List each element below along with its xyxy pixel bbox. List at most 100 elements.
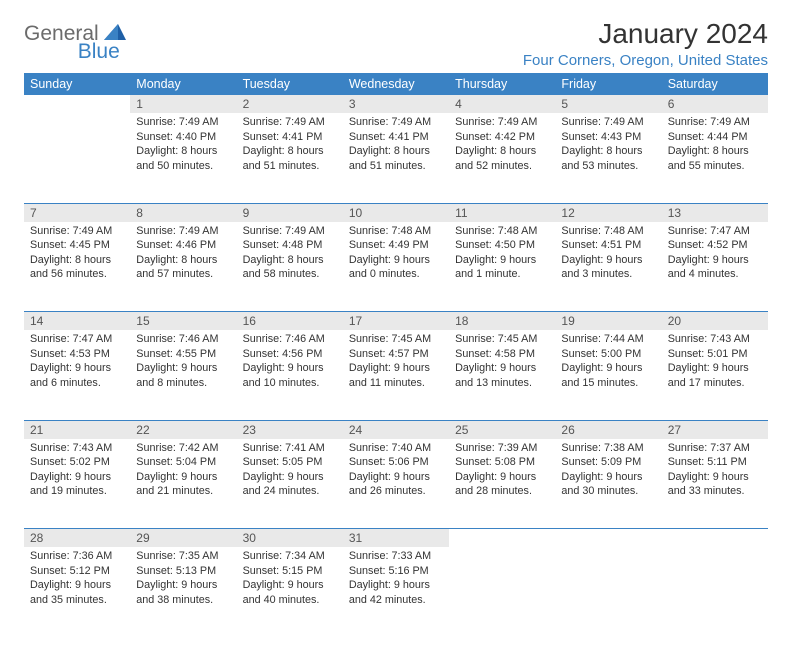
day-ss: Sunset: 5:02 PM bbox=[30, 455, 124, 470]
day-data-cell: Sunrise: 7:46 AMSunset: 4:55 PMDaylight:… bbox=[130, 330, 236, 420]
day-d2: and 35 minutes. bbox=[30, 593, 124, 608]
day-data-cell: Sunrise: 7:49 AMSunset: 4:43 PMDaylight:… bbox=[555, 113, 661, 203]
day-ss: Sunset: 4:51 PM bbox=[561, 238, 655, 253]
day-number-cell: 5 bbox=[555, 95, 661, 113]
day-number-cell: 12 bbox=[555, 203, 661, 222]
day-d2: and 11 minutes. bbox=[349, 376, 443, 391]
day-ss: Sunset: 4:52 PM bbox=[668, 238, 762, 253]
day-data-cell bbox=[662, 547, 768, 637]
day-d1: Daylight: 9 hours bbox=[136, 361, 230, 376]
day-ss: Sunset: 4:44 PM bbox=[668, 130, 762, 145]
day-ss: Sunset: 4:55 PM bbox=[136, 347, 230, 362]
day-number-cell: 9 bbox=[237, 203, 343, 222]
day-d2: and 0 minutes. bbox=[349, 267, 443, 282]
day-number-cell: 10 bbox=[343, 203, 449, 222]
day-ss: Sunset: 5:12 PM bbox=[30, 564, 124, 579]
day-d1: Daylight: 9 hours bbox=[349, 253, 443, 268]
day-data-cell: Sunrise: 7:42 AMSunset: 5:04 PMDaylight:… bbox=[130, 439, 236, 529]
day-d1: Daylight: 8 hours bbox=[561, 144, 655, 159]
day-d2: and 17 minutes. bbox=[668, 376, 762, 391]
day-d1: Daylight: 9 hours bbox=[30, 470, 124, 485]
day-sr: Sunrise: 7:49 AM bbox=[349, 115, 443, 130]
day-d2: and 57 minutes. bbox=[136, 267, 230, 282]
day-number-cell bbox=[555, 529, 661, 548]
calendar-page: General Blue January 2024 Four Corners, … bbox=[0, 0, 792, 647]
day-d2: and 58 minutes. bbox=[243, 267, 337, 282]
day-d2: and 56 minutes. bbox=[30, 267, 124, 282]
day-number-cell bbox=[24, 95, 130, 113]
day-d2: and 6 minutes. bbox=[30, 376, 124, 391]
day-data-row: Sunrise: 7:43 AMSunset: 5:02 PMDaylight:… bbox=[24, 439, 768, 529]
day-ss: Sunset: 4:58 PM bbox=[455, 347, 549, 362]
day-data-cell: Sunrise: 7:49 AMSunset: 4:41 PMDaylight:… bbox=[343, 113, 449, 203]
day-data-cell bbox=[555, 547, 661, 637]
day-number-cell: 28 bbox=[24, 529, 130, 548]
day-number-cell: 23 bbox=[237, 420, 343, 439]
day-number-cell: 21 bbox=[24, 420, 130, 439]
day-d1: Daylight: 9 hours bbox=[561, 470, 655, 485]
day-number-cell: 26 bbox=[555, 420, 661, 439]
day-data-row: Sunrise: 7:47 AMSunset: 4:53 PMDaylight:… bbox=[24, 330, 768, 420]
day-d1: Daylight: 9 hours bbox=[455, 361, 549, 376]
day-data-cell: Sunrise: 7:48 AMSunset: 4:51 PMDaylight:… bbox=[555, 222, 661, 312]
day-d2: and 1 minute. bbox=[455, 267, 549, 282]
day-data-cell: Sunrise: 7:43 AMSunset: 5:02 PMDaylight:… bbox=[24, 439, 130, 529]
day-d1: Daylight: 8 hours bbox=[668, 144, 762, 159]
day-number-cell: 17 bbox=[343, 312, 449, 331]
day-ss: Sunset: 4:53 PM bbox=[30, 347, 124, 362]
day-number-cell: 24 bbox=[343, 420, 449, 439]
day-header: Tuesday bbox=[237, 73, 343, 95]
day-data-cell: Sunrise: 7:45 AMSunset: 4:57 PMDaylight:… bbox=[343, 330, 449, 420]
day-d1: Daylight: 8 hours bbox=[349, 144, 443, 159]
day-number-cell: 16 bbox=[237, 312, 343, 331]
day-d1: Daylight: 9 hours bbox=[561, 361, 655, 376]
day-number-cell: 13 bbox=[662, 203, 768, 222]
day-sr: Sunrise: 7:49 AM bbox=[668, 115, 762, 130]
day-sr: Sunrise: 7:45 AM bbox=[349, 332, 443, 347]
day-d2: and 8 minutes. bbox=[136, 376, 230, 391]
day-number-cell: 18 bbox=[449, 312, 555, 331]
day-d2: and 52 minutes. bbox=[455, 159, 549, 174]
day-data-row: Sunrise: 7:36 AMSunset: 5:12 PMDaylight:… bbox=[24, 547, 768, 637]
day-sr: Sunrise: 7:47 AM bbox=[668, 224, 762, 239]
day-sr: Sunrise: 7:49 AM bbox=[136, 115, 230, 130]
calendar-body: 123456Sunrise: 7:49 AMSunset: 4:40 PMDay… bbox=[24, 95, 768, 637]
day-d2: and 19 minutes. bbox=[30, 484, 124, 499]
day-d2: and 50 minutes. bbox=[136, 159, 230, 174]
day-ss: Sunset: 4:42 PM bbox=[455, 130, 549, 145]
day-d1: Daylight: 8 hours bbox=[136, 253, 230, 268]
day-ss: Sunset: 5:09 PM bbox=[561, 455, 655, 470]
day-sr: Sunrise: 7:46 AM bbox=[136, 332, 230, 347]
day-number-cell: 2 bbox=[237, 95, 343, 113]
day-sr: Sunrise: 7:44 AM bbox=[561, 332, 655, 347]
day-ss: Sunset: 5:16 PM bbox=[349, 564, 443, 579]
day-number-row: 123456 bbox=[24, 95, 768, 113]
day-d1: Daylight: 9 hours bbox=[668, 361, 762, 376]
day-number-cell: 8 bbox=[130, 203, 236, 222]
day-d2: and 42 minutes. bbox=[349, 593, 443, 608]
day-number-cell: 1 bbox=[130, 95, 236, 113]
day-sr: Sunrise: 7:36 AM bbox=[30, 549, 124, 564]
day-ss: Sunset: 4:40 PM bbox=[136, 130, 230, 145]
day-number-row: 78910111213 bbox=[24, 203, 768, 222]
page-header: General Blue January 2024 Four Corners, … bbox=[24, 18, 768, 69]
day-data-cell: Sunrise: 7:38 AMSunset: 5:09 PMDaylight:… bbox=[555, 439, 661, 529]
day-number-cell: 7 bbox=[24, 203, 130, 222]
day-data-cell: Sunrise: 7:46 AMSunset: 4:56 PMDaylight:… bbox=[237, 330, 343, 420]
day-d2: and 26 minutes. bbox=[349, 484, 443, 499]
day-number-cell: 22 bbox=[130, 420, 236, 439]
day-ss: Sunset: 4:48 PM bbox=[243, 238, 337, 253]
day-sr: Sunrise: 7:38 AM bbox=[561, 441, 655, 456]
day-d2: and 21 minutes. bbox=[136, 484, 230, 499]
day-number-cell: 3 bbox=[343, 95, 449, 113]
day-d1: Daylight: 9 hours bbox=[455, 470, 549, 485]
day-number-cell: 4 bbox=[449, 95, 555, 113]
day-d1: Daylight: 8 hours bbox=[136, 144, 230, 159]
day-number-cell: 20 bbox=[662, 312, 768, 331]
day-ss: Sunset: 5:11 PM bbox=[668, 455, 762, 470]
day-data-cell: Sunrise: 7:44 AMSunset: 5:00 PMDaylight:… bbox=[555, 330, 661, 420]
calendar-table: SundayMondayTuesdayWednesdayThursdayFrid… bbox=[24, 73, 768, 637]
day-sr: Sunrise: 7:49 AM bbox=[30, 224, 124, 239]
day-header: Wednesday bbox=[343, 73, 449, 95]
day-d2: and 53 minutes. bbox=[561, 159, 655, 174]
